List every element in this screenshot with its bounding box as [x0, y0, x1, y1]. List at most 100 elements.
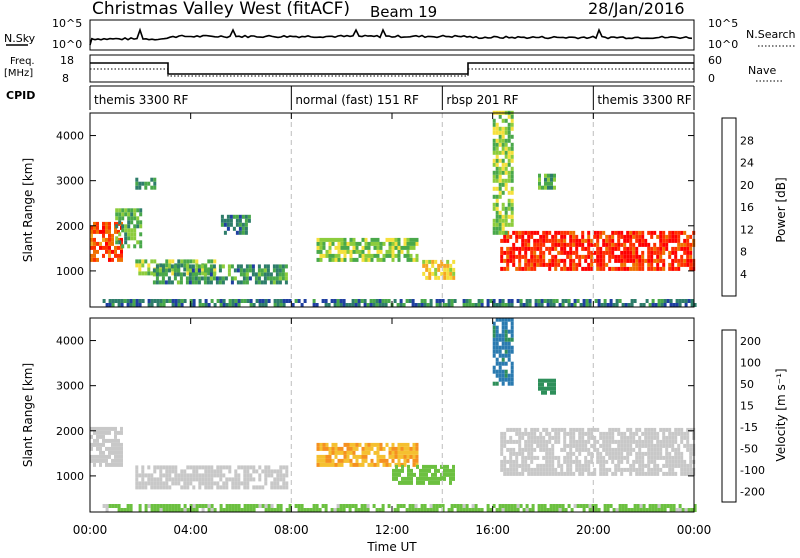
heatmap-cell [680, 459, 684, 464]
heatmap-cell [219, 303, 223, 307]
heatmap-cell [677, 451, 681, 456]
heatmap-cell [522, 508, 526, 512]
heatmap-cell [258, 303, 262, 307]
heatmap-cell [632, 250, 636, 255]
heatmap-cell [361, 237, 365, 242]
heatmap-cell [162, 303, 166, 307]
heatmap-cell [515, 234, 519, 239]
heatmap-cell [364, 458, 368, 463]
heatmap-cell [361, 249, 365, 254]
heatmap-cell [569, 238, 573, 243]
heatmap-cell [180, 299, 184, 303]
heatmap-cell [319, 237, 323, 242]
heatmap-cell [370, 446, 374, 451]
heatmap-cell [599, 471, 603, 476]
heatmap-cell [337, 458, 341, 463]
heatmap-cell [677, 262, 681, 267]
heatmap-cell [578, 238, 582, 243]
heatmap-cell [409, 446, 413, 451]
heatmap-cell [507, 158, 511, 163]
heatmap-cell [641, 230, 645, 235]
heatmap-cell [614, 242, 618, 247]
heatmap-cell [611, 246, 615, 251]
heatmap-cell [492, 321, 496, 326]
heatmap-cell [557, 258, 561, 263]
heatmap-cell [521, 238, 525, 243]
heatmap-cell [105, 241, 108, 246]
heatmap-cell [174, 504, 178, 508]
heatmap-cell [683, 459, 687, 464]
heatmap-cell [635, 238, 639, 243]
heatmap-cell [620, 242, 624, 247]
heatmap-cell [105, 504, 109, 508]
heatmap-cell [521, 471, 525, 476]
heatmap-cell [346, 446, 350, 451]
heatmap-cell [349, 450, 353, 455]
heatmap-cell [593, 447, 597, 452]
heatmap-cell [233, 268, 237, 273]
heatmap-cell [147, 299, 151, 303]
heatmap-cell [155, 272, 159, 277]
heatmap-cell [412, 257, 416, 262]
heatmap-cell [462, 504, 466, 508]
heatmap-cell [452, 259, 456, 264]
heatmap-cell [245, 280, 249, 285]
heatmap-cell [611, 234, 615, 239]
heatmap-cell [629, 471, 633, 476]
heatmap-cell [504, 329, 508, 334]
heatmap-cell [416, 480, 419, 485]
heatmap-cell [641, 254, 645, 259]
heatmap-cell [136, 216, 140, 221]
heatmap-cell [507, 508, 511, 512]
heatmap-cell [343, 237, 347, 242]
heatmap-cell [162, 485, 166, 490]
heatmap-cell [587, 447, 591, 452]
colorbar-tick-label: 4 [740, 268, 747, 281]
heatmap-cell [498, 142, 502, 147]
heatmap-cell [545, 238, 549, 243]
heatmap-cell [627, 303, 631, 307]
heatmap-cell [492, 170, 496, 175]
heatmap-cell [115, 236, 119, 241]
heatmap-cell [263, 276, 267, 281]
heatmap-cell [207, 485, 211, 490]
heatmap-cell [665, 447, 669, 452]
heatmap-cell [545, 427, 549, 432]
heatmap-cell [378, 508, 382, 512]
heatmap-cell [486, 299, 490, 303]
heatmap-cell [572, 230, 576, 235]
heatmap-cell [133, 236, 137, 241]
heatmap-cell [620, 471, 624, 476]
heatmap-cell [662, 266, 666, 271]
heatmap-cell [367, 245, 371, 250]
heatmap-cell [510, 349, 514, 354]
heatmap-cell [539, 258, 543, 263]
heatmap-cell [575, 254, 579, 259]
heatmap-cell [560, 246, 564, 251]
heatmap-cell [423, 504, 427, 508]
heatmap-cell [343, 458, 347, 463]
heatmap-cell [105, 303, 109, 307]
colorbar-tick-label: 24 [740, 157, 754, 170]
heatmap-cell [246, 473, 250, 478]
heatmap-cell [492, 142, 496, 147]
heatmap-cell [659, 238, 663, 243]
heatmap-cell [141, 477, 145, 482]
heatmap-cell [524, 427, 528, 432]
heatmap-cell [222, 508, 226, 512]
heatmap-cell [415, 253, 419, 258]
heatmap-cell [495, 198, 499, 203]
heatmap-cell [501, 508, 505, 512]
heatmap-cell [555, 299, 559, 303]
heatmap-cell [510, 166, 514, 171]
heatmap-cell [638, 427, 642, 432]
heatmap-cell [264, 504, 268, 508]
heatmap-cell [647, 254, 651, 259]
heatmap-cell [396, 508, 400, 512]
heatmap-cell [276, 299, 280, 303]
heatmap-cell [626, 467, 630, 472]
heatmap-cell [548, 266, 552, 271]
heatmap-cell [492, 194, 496, 199]
heatmap-cell [653, 435, 657, 440]
heatmap-cell [93, 462, 96, 467]
